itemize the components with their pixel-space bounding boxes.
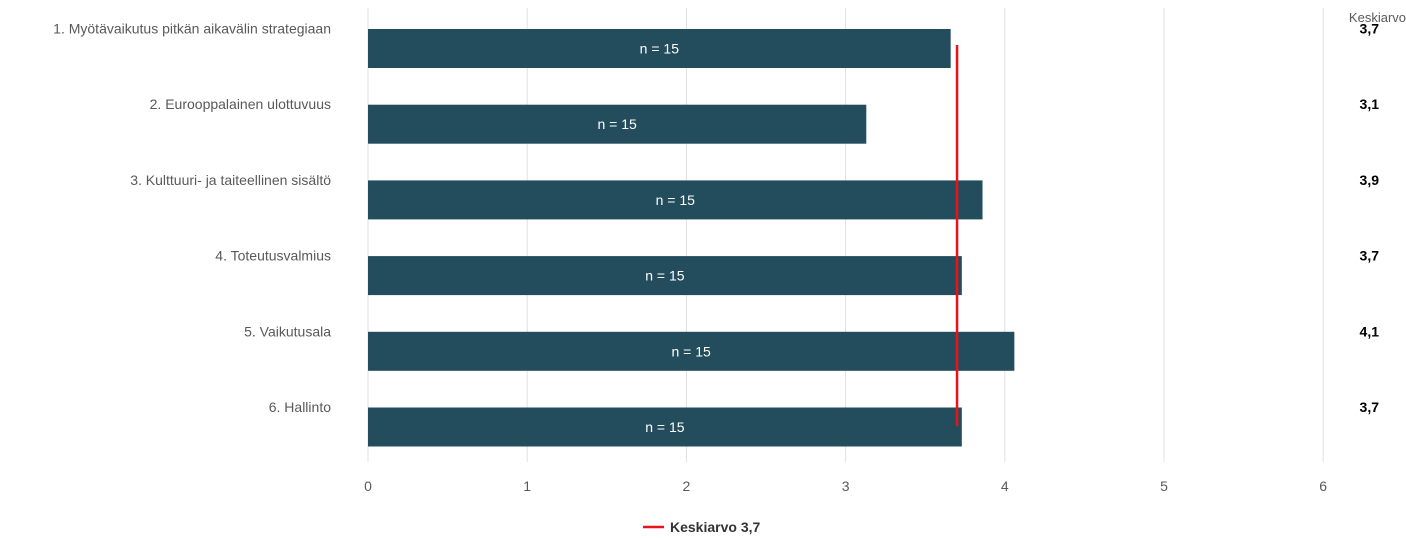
bar-n-label: n = 15 bbox=[640, 41, 680, 57]
bar bbox=[368, 29, 951, 68]
bar bbox=[368, 256, 962, 296]
category-label: 2. Eurooppalainen ulottuvuus bbox=[150, 96, 331, 112]
legend-label: Keskiarvo 3,7 bbox=[670, 519, 760, 535]
x-tick-label: 0 bbox=[364, 478, 372, 494]
x-tick-label: 5 bbox=[1160, 478, 1168, 494]
category-label: 4. Toteutusvalmius bbox=[215, 248, 331, 264]
legend: Keskiarvo 3,7 bbox=[643, 519, 760, 535]
x-tick-label: 6 bbox=[1319, 478, 1327, 494]
average-value: 3,7 bbox=[1360, 21, 1380, 37]
category-labels: 1. Myötävaikutus pitkän aikavälin strate… bbox=[53, 21, 331, 416]
average-value: 3,9 bbox=[1360, 172, 1380, 188]
bar-n-label: n = 15 bbox=[656, 192, 696, 208]
x-tick-label: 4 bbox=[1001, 478, 1009, 494]
category-label: 3. Kulttuuri- ja taiteellinen sisältö bbox=[130, 172, 331, 188]
x-tick-label: 1 bbox=[523, 478, 531, 494]
bar bbox=[368, 180, 983, 220]
bar-n-label: n = 15 bbox=[645, 419, 685, 435]
average-value: 4,1 bbox=[1360, 323, 1380, 339]
bar bbox=[368, 331, 1015, 371]
category-label: 1. Myötävaikutus pitkän aikavälin strate… bbox=[53, 21, 331, 37]
x-tick-label: 3 bbox=[842, 478, 850, 494]
bar-n-label: n = 15 bbox=[645, 268, 685, 284]
average-column-header: Keskiarvo bbox=[1349, 10, 1406, 25]
category-label: 6. Hallinto bbox=[269, 399, 331, 415]
grid-lines bbox=[367, 8, 1324, 462]
average-value: 3,1 bbox=[1360, 96, 1380, 112]
bar bbox=[368, 104, 867, 144]
average-value: 3,7 bbox=[1360, 248, 1380, 264]
category-label: 5. Vaikutusala bbox=[244, 323, 331, 339]
bars: n = 15 n = 15 n = 15 n = 15 n = 15 n = 15 bbox=[368, 29, 1015, 447]
bar-n-label: n = 15 bbox=[672, 343, 712, 359]
bar bbox=[368, 407, 962, 447]
average-value: 3,7 bbox=[1360, 399, 1380, 415]
bar-n-label: n = 15 bbox=[597, 116, 637, 132]
x-axis-ticks: 0 1 2 3 4 5 6 bbox=[364, 478, 1327, 494]
x-tick-label: 2 bbox=[683, 478, 691, 494]
